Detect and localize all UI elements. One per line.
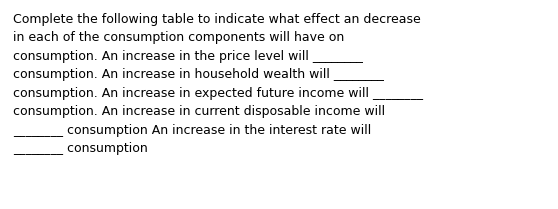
Text: Complete the following table to indicate what effect an decrease
in each of the : Complete the following table to indicate… <box>13 13 423 155</box>
